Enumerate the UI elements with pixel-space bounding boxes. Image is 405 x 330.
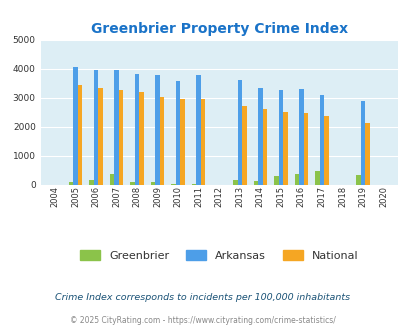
Bar [73, 67, 78, 185]
Bar [171, 184, 175, 185]
Bar [364, 123, 369, 185]
Text: Crime Index corresponds to incidents per 100,000 inhabitants: Crime Index corresponds to incidents per… [55, 292, 350, 302]
Text: © 2025 CityRating.com - https://www.cityrating.com/crime-statistics/: © 2025 CityRating.com - https://www.city… [70, 315, 335, 325]
Bar [323, 116, 328, 185]
Bar [196, 75, 200, 185]
Bar [94, 70, 98, 185]
Bar [109, 174, 114, 185]
Bar [282, 113, 287, 185]
Bar [200, 99, 205, 185]
Bar [273, 176, 278, 185]
Bar [180, 99, 185, 185]
Bar [160, 96, 164, 185]
Bar [237, 80, 241, 185]
Bar [68, 182, 73, 185]
Bar [303, 114, 307, 185]
Bar [130, 182, 134, 185]
Bar [134, 74, 139, 185]
Bar [119, 90, 123, 185]
Legend: Greenbrier, Arkansas, National: Greenbrier, Arkansas, National [76, 246, 362, 265]
Bar [294, 174, 298, 185]
Bar [253, 181, 258, 185]
Bar [192, 184, 196, 185]
Bar [175, 81, 180, 185]
Bar [114, 70, 119, 185]
Bar [360, 101, 364, 185]
Bar [98, 88, 102, 185]
Bar [155, 75, 160, 185]
Bar [314, 172, 319, 185]
Bar [258, 87, 262, 185]
Bar [232, 180, 237, 185]
Bar [355, 175, 360, 185]
Title: Greenbrier Property Crime Index: Greenbrier Property Crime Index [90, 22, 347, 36]
Bar [319, 95, 323, 185]
Bar [151, 182, 155, 185]
Bar [262, 109, 266, 185]
Bar [139, 92, 143, 185]
Bar [278, 90, 282, 185]
Bar [78, 85, 82, 185]
Bar [298, 89, 303, 185]
Bar [89, 180, 94, 185]
Bar [241, 106, 246, 185]
